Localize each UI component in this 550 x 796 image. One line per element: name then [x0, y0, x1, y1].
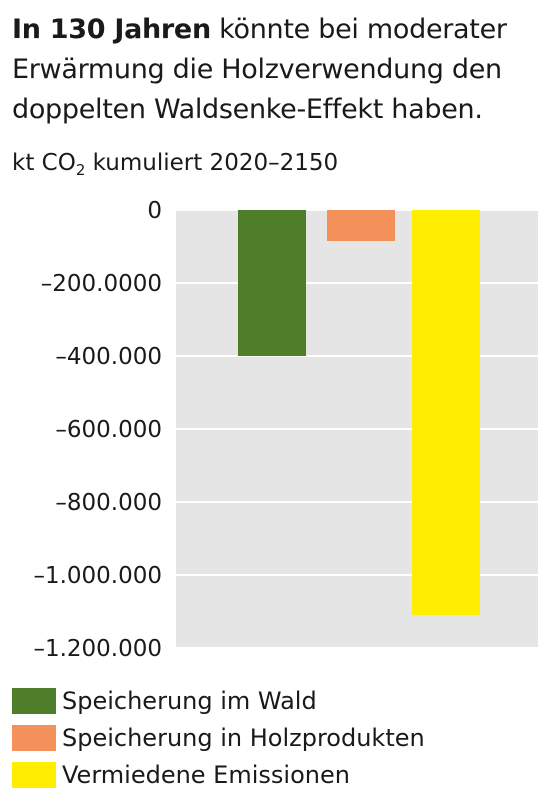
legend-item-wald: Speicherung im Wald: [12, 682, 425, 719]
legend-swatch-emissionen: [12, 761, 56, 788]
chart-title: In 130 Jahren könnte bei moderater Erwär…: [12, 10, 542, 130]
y-tick-label: –200.0000: [41, 271, 162, 297]
unit-label-prefix: kt CO: [12, 150, 76, 176]
bar-2: [327, 210, 395, 242]
y-tick-label: 0: [147, 198, 162, 224]
legend-swatch-wald: [12, 687, 56, 714]
bar-3: [412, 210, 480, 616]
y-tick-label: –1.000.000: [33, 563, 162, 589]
unit-label-subscript: 2: [75, 161, 86, 179]
y-tick-label: –800.000: [55, 490, 162, 516]
unit-label-suffix: kumuliert 2020–2150: [85, 150, 339, 176]
legend-item-holzprodukte: Speicherung in Holzprodukten: [12, 719, 425, 756]
legend-item-emissionen: Vermiedene Emissionen: [12, 756, 425, 793]
legend-swatch-holzprodukte: [12, 724, 56, 751]
y-tick-labels: 0 –200.0000 –400.000 –600.000 –800.000 –1.000…: [33, 198, 162, 662]
y-tick-label: –400.000: [55, 344, 162, 370]
chart-title-bold: In 130 Jahren: [12, 14, 211, 45]
unit-label: kt CO2 kumuliert 2020–2150: [12, 148, 338, 185]
legend-label-holzprodukte: Speicherung in Holzprodukten: [62, 723, 425, 752]
bars: [238, 210, 480, 616]
legend: Speicherung im Wald Speicherung in Holzp…: [12, 682, 425, 793]
y-tick-label: –1.200.000: [33, 636, 162, 662]
bar-1: [238, 210, 306, 356]
y-tick-label: –600.000: [55, 417, 162, 443]
chart-title-rest: könnte bei moderater Erwärmung die Holzv…: [12, 14, 507, 125]
legend-label-emissionen: Vermiedene Emissionen: [62, 760, 350, 789]
legend-label-wald: Speicherung im Wald: [62, 686, 317, 715]
